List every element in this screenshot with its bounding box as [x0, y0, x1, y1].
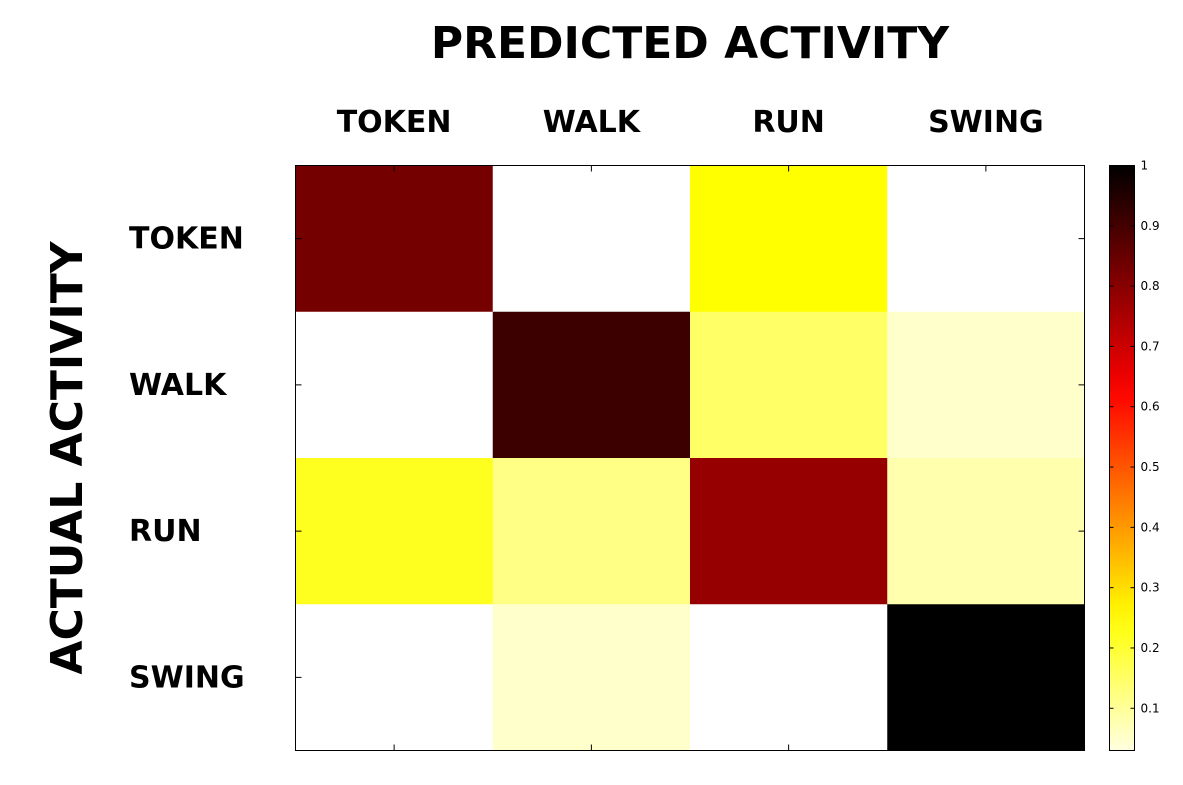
colorbar-tick-label: 0.1 [1141, 701, 1160, 715]
heatmap-cell-run-token [295, 458, 494, 605]
y-tick-labels: TOKEN WALK RUN SWING [129, 222, 245, 696]
colorbar-tick-label: 0.6 [1141, 400, 1160, 414]
heatmap-cell-walk-run [690, 311, 888, 459]
heatmap-cell-run-run [690, 458, 888, 605]
heatmap-cell-swing-swing [887, 604, 1085, 751]
x-tick-label-run: RUN [752, 105, 825, 140]
colorbar-tick-label: 0.8 [1141, 279, 1160, 293]
heatmap-cell-token-swing [887, 165, 1085, 313]
heatmap-cell-swing-token [295, 604, 494, 751]
y-tick-label-swing: SWING [129, 660, 245, 695]
heatmap-cell-run-walk [492, 458, 691, 605]
colorbar-tick-label: 0.7 [1141, 339, 1160, 353]
heatmap-cell-swing-walk [492, 604, 691, 751]
colorbar-ticks: 0.1 0.2 0.3 0.4 0.5 0.6 0.7 0.8 0.9 1 [1109, 159, 1160, 715]
x-tick-label-walk: WALK [543, 105, 642, 140]
heatmap-cell-run-swing [887, 458, 1085, 605]
heatmap-cell-walk-walk [492, 311, 691, 459]
plot-frame [295, 165, 1085, 751]
y-tick-label-token: TOKEN [129, 222, 244, 257]
heatmap-cell-token-walk [492, 165, 691, 313]
colorbar-tick-label: 0.5 [1141, 460, 1160, 474]
x-tick-label-swing: SWING [928, 105, 1044, 140]
axis-ticks [295, 165, 1085, 751]
colorbar-tick-label: 0.9 [1141, 219, 1160, 233]
y-tick-label-walk: WALK [129, 368, 228, 403]
y-tick-label-run: RUN [129, 514, 202, 549]
heatmap-cell-swing-run [690, 604, 888, 751]
heatmap-cell-walk-swing [887, 311, 1085, 459]
colorbar-tick-label: 0.3 [1141, 581, 1160, 595]
heatmap-cell-token-run [690, 165, 888, 313]
heatmap-cells [295, 165, 1085, 751]
colorbar-tick-label: 0.4 [1141, 520, 1160, 534]
colorbar [1109, 165, 1135, 751]
colorbar-tick-label: 0.2 [1141, 641, 1160, 655]
colorbar-tick-label: 1 [1141, 159, 1149, 173]
chart-title: PREDICTED ACTIVITY [431, 18, 950, 69]
heatmap-cell-token-token [295, 165, 494, 313]
y-axis-label: ACTUAL ACTIVITY [42, 240, 93, 674]
heatmap-cell-walk-token [295, 311, 494, 459]
x-tick-label-token: TOKEN [337, 105, 452, 140]
x-tick-labels: TOKEN WALK RUN SWING [337, 105, 1044, 140]
